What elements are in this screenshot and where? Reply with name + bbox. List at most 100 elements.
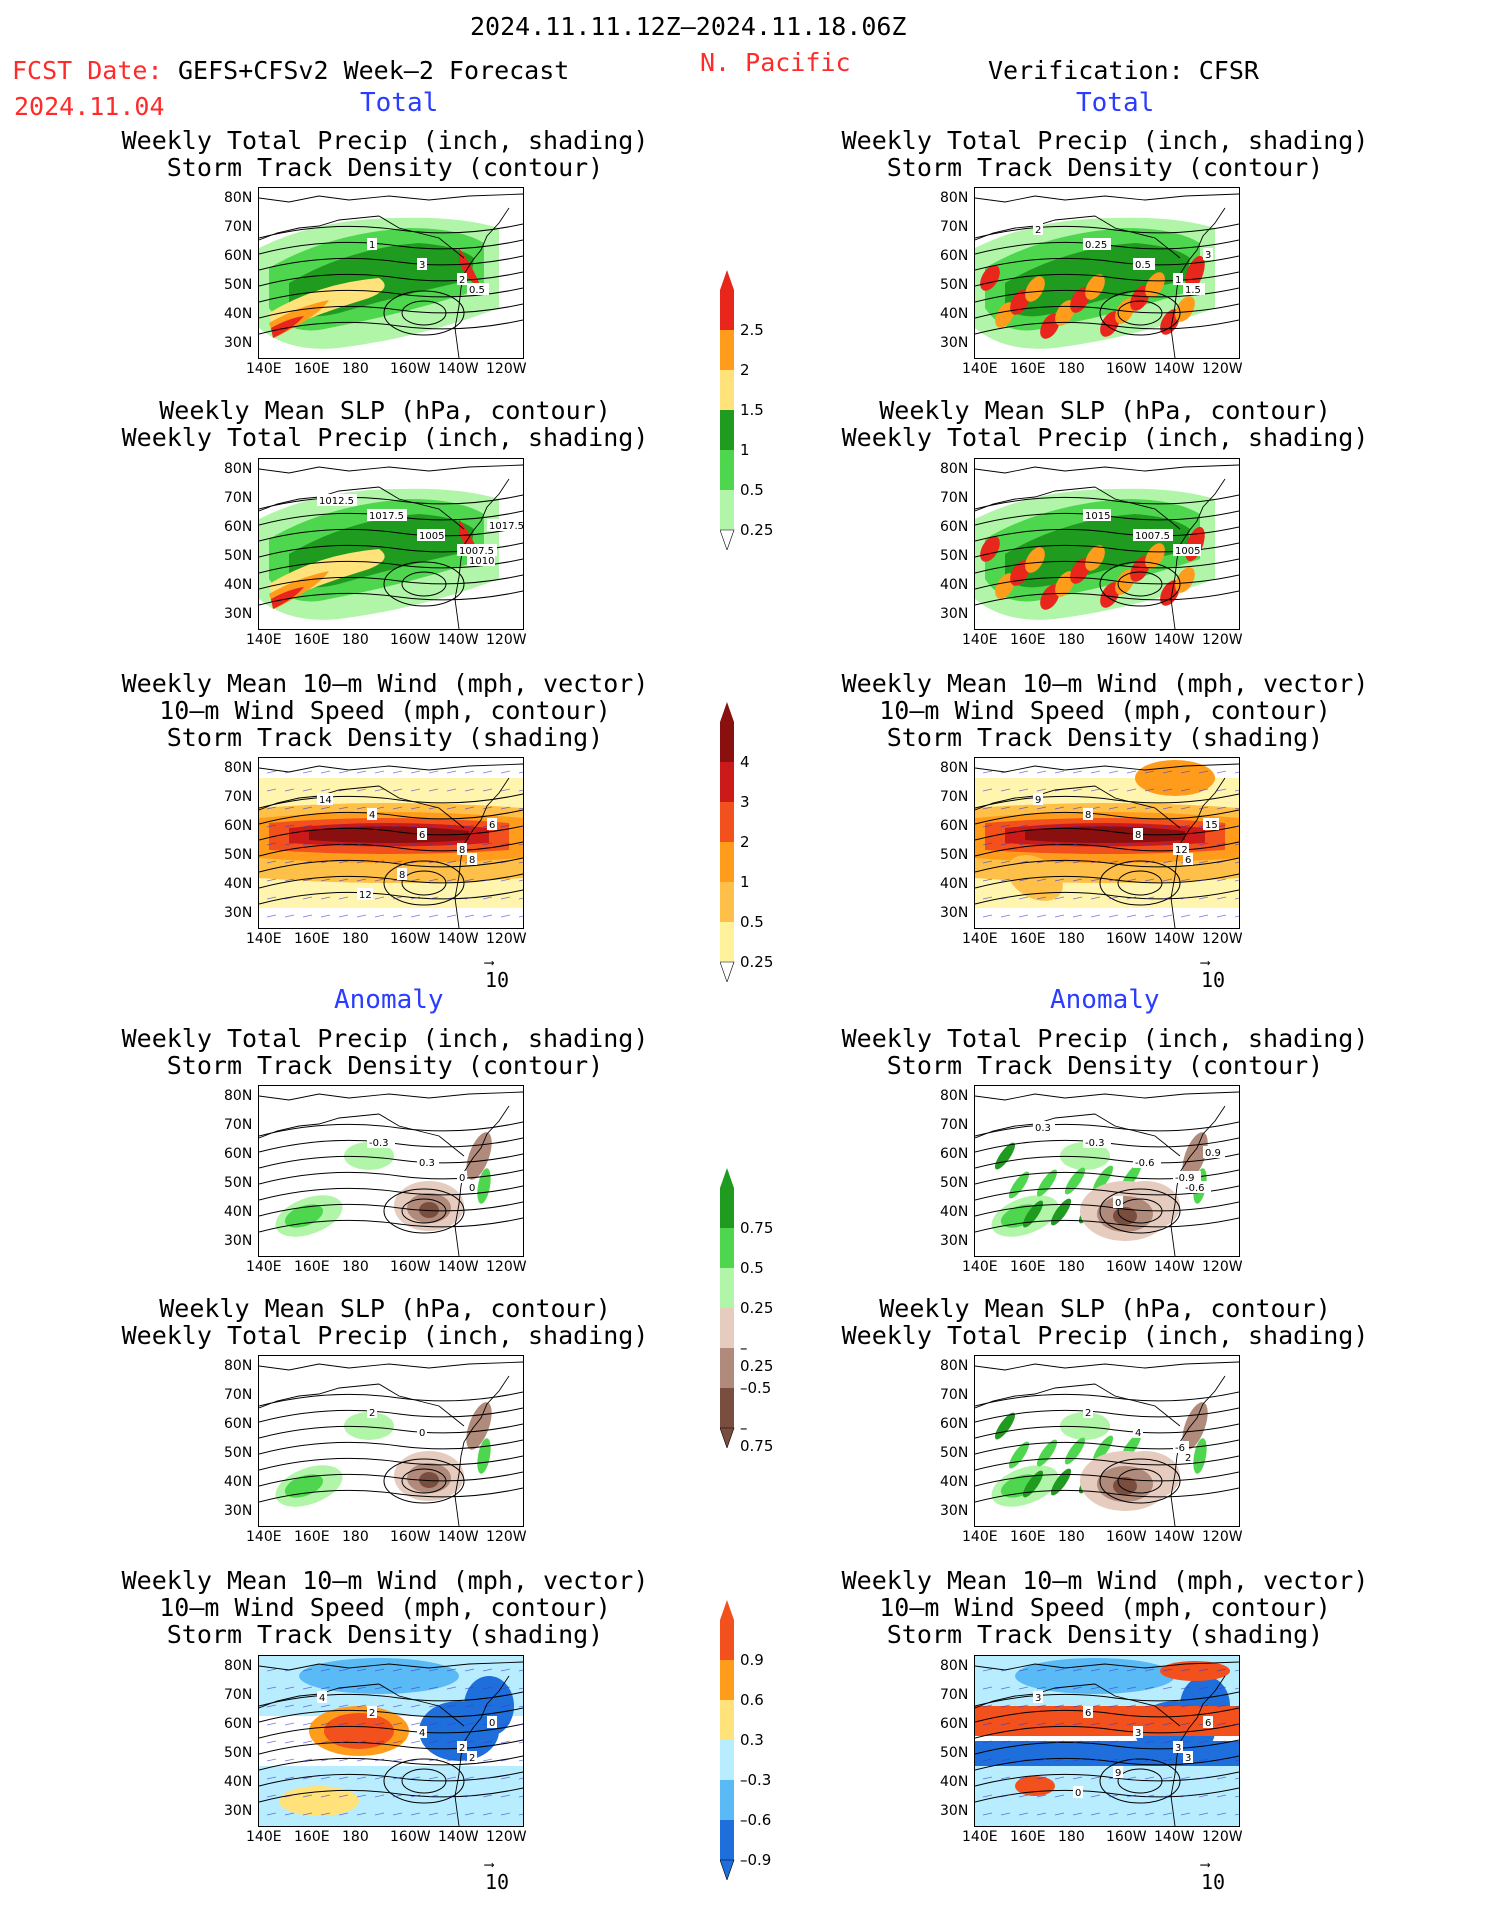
contour-label-bg	[457, 1171, 467, 1183]
contour-label: 0.3	[419, 1158, 435, 1169]
lon-label: 140W	[1154, 1529, 1195, 1545]
contour-label-bg	[457, 1741, 467, 1753]
colorbar-label: 0.9	[740, 1651, 764, 1669]
lon-label: 140W	[1154, 1259, 1195, 1275]
lon-label: 180	[1058, 361, 1085, 377]
lon-label: 140E	[962, 632, 998, 648]
contour-label: 0.9	[1205, 1148, 1221, 1159]
contour-label-bg	[317, 793, 333, 805]
lon-label: 160E	[294, 1829, 330, 1845]
lat-label: 40N	[940, 876, 969, 892]
lat-label: 70N	[940, 219, 969, 235]
lat-label: 50N	[224, 548, 253, 564]
colorbar-label: –0.3	[740, 1771, 772, 1789]
vector-ref-anom-left: ⟶ 10	[485, 1857, 510, 1894]
map-precip-storm-total-left-svg: 1 3 2 0.5	[259, 193, 523, 358]
colorbar-swatch	[720, 1348, 734, 1388]
map-precip-storm-anom-left: -0.3 0.3 0 0	[258, 1085, 524, 1257]
map-wind-total-right-svg: 8 8 126 9 15	[975, 758, 1239, 928]
contour-label-bg	[487, 519, 523, 531]
map-slp-precip-total-left: 1017.5 1005 1007.5 1010 1012.5 1017.5	[258, 458, 524, 630]
lat-label: 50N	[940, 277, 969, 293]
lat-label: 70N	[224, 219, 253, 235]
contour-label-bg	[1033, 1691, 1043, 1703]
contour-label: 1005	[1175, 546, 1200, 557]
lon-label: 140E	[962, 361, 998, 377]
lat-label: 70N	[224, 1117, 253, 1133]
colorbar-swatch	[720, 330, 734, 370]
colorbar-swatch	[720, 1308, 734, 1348]
lat-label: 30N	[940, 335, 969, 351]
contour-label-bg	[1173, 843, 1189, 855]
lon-label: 160W	[390, 931, 431, 947]
contour-label: 1017.5	[369, 511, 404, 522]
contour-label: 0	[489, 1718, 495, 1729]
contour-label-bg	[417, 828, 427, 840]
contour-label-bg	[1173, 544, 1201, 556]
colorbar-swatch	[720, 290, 734, 330]
lat-label: 40N	[224, 577, 253, 593]
lat-label: 40N	[940, 1474, 969, 1490]
colorbar-label: –0.25	[740, 1339, 774, 1375]
colorbar-top-arrow	[720, 1600, 734, 1620]
contour-label-bg	[487, 1716, 497, 1728]
lat-label: 30N	[224, 1503, 253, 1519]
lat-label: 30N	[224, 606, 253, 622]
contour-label-bg	[1173, 1441, 1189, 1453]
contour-label-bg	[367, 1406, 377, 1418]
colorbar-storm-anom: 0.9 0.6 0.3 –0.3 –0.6 –0.9	[719, 1600, 780, 1884]
lat-label: 30N	[940, 1503, 969, 1519]
contour-label-bg	[1133, 529, 1173, 541]
contour-label: 4	[419, 1728, 425, 1739]
contour-label: 1.5	[1185, 285, 1201, 296]
lat-label: 30N	[940, 1803, 969, 1819]
lon-label: 160E	[294, 1529, 330, 1545]
contour-label-bg	[1083, 238, 1111, 250]
lat-label: 30N	[940, 1233, 969, 1249]
lon-label: 140W	[438, 1829, 479, 1845]
fcst-date-label: FCST Date:	[12, 56, 163, 85]
lon-label: 180	[342, 1829, 369, 1845]
lon-label: 160E	[1010, 632, 1046, 648]
lat-label: 50N	[940, 1745, 969, 1761]
contour-label: 2	[1185, 1453, 1191, 1464]
contour-label-bg	[317, 494, 357, 506]
lon-label: 140W	[1154, 1829, 1195, 1845]
contour-label-bg	[1033, 1121, 1055, 1133]
lon-label: 180	[1058, 1529, 1085, 1545]
lon-label: 160E	[1010, 931, 1046, 947]
contour-label: -0.6	[1185, 1183, 1205, 1194]
contour-label-bg	[1183, 853, 1193, 865]
map-slp-precip-anom-right: 2 4 -6 2	[974, 1355, 1240, 1527]
lat-label: 60N	[940, 1416, 969, 1432]
contour-label-bg	[467, 554, 495, 566]
lon-label: 180	[1058, 1259, 1085, 1275]
lat-label: 80N	[940, 190, 969, 206]
contour-label-bg	[1133, 1156, 1161, 1168]
contour-label: 9	[1035, 795, 1041, 806]
lat-label: 30N	[940, 606, 969, 622]
title-slp-precip-anom-right: Weekly Mean SLP (hPa, contour) Weekly Tot…	[841, 1294, 1369, 1350]
lat-label: 40N	[940, 1204, 969, 1220]
lat-label: 70N	[940, 490, 969, 506]
map-wind-total-left: 4 6 8 8 14 6 8 12	[258, 757, 524, 929]
colorbar-swatch	[720, 1820, 734, 1860]
contour-label-bg	[1203, 1146, 1225, 1158]
lon-label: 140E	[962, 931, 998, 947]
contour-label: 2	[1085, 1408, 1091, 1419]
map-slp-precip-anom-left-svg: 20	[259, 1356, 523, 1526]
colorbar-label: 0.25	[740, 1299, 774, 1317]
contour-label: 8	[459, 845, 465, 856]
lon-label: 120W	[486, 931, 527, 947]
contour-label: 1015	[1085, 511, 1110, 522]
lon-label: 160E	[294, 632, 330, 648]
lat-label: 70N	[224, 1687, 253, 1703]
lat-label: 50N	[940, 1445, 969, 1461]
colorbar-svg	[719, 1600, 735, 1881]
colorbar-label: 1	[740, 441, 750, 459]
contour-label-bg	[457, 544, 497, 556]
contour-label: 0.25	[1085, 240, 1107, 251]
lon-label: 160E	[1010, 1259, 1046, 1275]
verification-label: Verification: CFSR	[988, 56, 1259, 85]
